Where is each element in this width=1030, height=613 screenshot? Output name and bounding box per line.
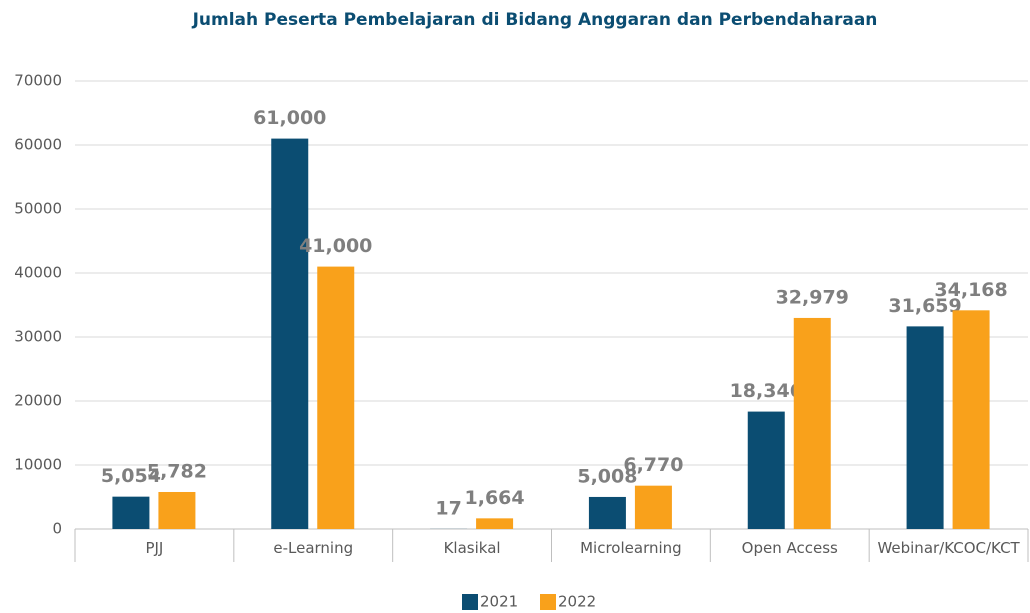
y-tick-label: 0	[52, 520, 62, 538]
y-tick-label: 70000	[14, 72, 62, 90]
data-label: 41,000	[299, 235, 372, 257]
data-label: 34,168	[934, 279, 1007, 301]
bar	[588, 496, 626, 529]
x-tick-label: Microlearning	[580, 539, 682, 557]
legend-swatch	[540, 594, 556, 610]
bar	[952, 310, 990, 529]
data-label: 61,000	[253, 107, 326, 129]
data-label: 5,782	[147, 460, 207, 482]
y-tick-label: 50000	[14, 200, 62, 218]
bar	[317, 266, 355, 529]
legend-swatch	[462, 594, 478, 610]
bar	[634, 485, 672, 529]
bar	[158, 491, 196, 529]
data-label: 31,659	[888, 295, 961, 317]
y-tick-label: 20000	[14, 392, 62, 410]
data-label: 6,770	[623, 454, 683, 476]
legend-label: 2022	[558, 593, 596, 611]
data-label: 32,979	[776, 286, 849, 308]
data-label: 18,346	[730, 380, 803, 402]
legend-label: 2021	[480, 593, 518, 611]
y-tick-label: 60000	[14, 136, 62, 154]
data-label: 17	[435, 497, 461, 519]
y-tick-label: 40000	[14, 264, 62, 282]
bar	[747, 411, 785, 529]
bar	[112, 496, 150, 529]
y-tick-label: 10000	[14, 456, 62, 474]
y-tick-label: 30000	[14, 328, 62, 346]
x-tick-label: PJJ	[145, 539, 164, 557]
x-tick-label: Webinar/KCOC/KCT	[877, 539, 1020, 557]
data-label: 5,008	[577, 465, 637, 487]
bar	[271, 138, 309, 529]
x-tick-label: e-Learning	[273, 539, 354, 557]
bar	[476, 518, 514, 529]
bar	[906, 326, 944, 529]
x-tick-label: Open Access	[741, 539, 838, 557]
data-label: 5,054	[101, 465, 161, 487]
chart-title: Jumlah Peserta Pembelajaran di Bidang An…	[192, 10, 878, 30]
data-label: 1,664	[465, 487, 525, 509]
x-tick-label: Klasikal	[443, 539, 501, 557]
bar	[793, 317, 831, 529]
